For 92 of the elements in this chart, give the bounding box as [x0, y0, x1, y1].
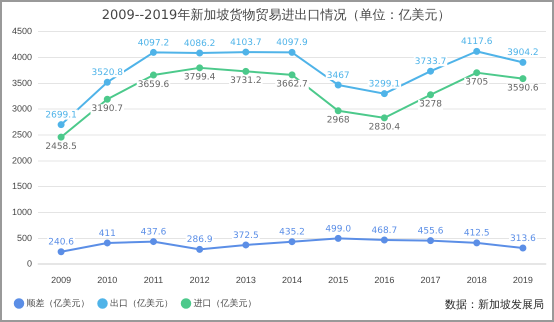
- x-tick-label: 2015: [328, 275, 348, 286]
- data-label: 313.6: [510, 234, 536, 244]
- point: [242, 48, 250, 56]
- legend-label: 进口（亿美元）: [194, 298, 256, 308]
- data-label: 3731.2: [230, 76, 262, 86]
- x-tick-label: 2009: [51, 275, 72, 286]
- y-tick-label: 500: [16, 232, 32, 243]
- point: [334, 234, 342, 242]
- data-label: 3190.7: [92, 104, 124, 114]
- point: [519, 58, 526, 66]
- point: [380, 236, 388, 244]
- data-label: 3278: [419, 100, 442, 110]
- point: [150, 72, 157, 79]
- data-label: 3904.2: [507, 48, 539, 58]
- data-label: 3705: [465, 78, 488, 88]
- point: [334, 81, 342, 88]
- y-tick-label: 0: [27, 258, 32, 269]
- data-label: 468.7: [371, 226, 398, 236]
- point: [427, 91, 434, 98]
- y-tick-label: 3500: [12, 78, 32, 88]
- y-tick-label: 1500: [12, 181, 32, 192]
- point: [380, 114, 388, 122]
- point: [288, 71, 296, 78]
- data-label: 3299.1: [368, 80, 400, 90]
- point: [58, 121, 65, 128]
- point: [473, 239, 480, 246]
- point: [427, 68, 434, 75]
- data-label: 3799.4: [184, 72, 216, 83]
- data-label: 2458.5: [45, 142, 77, 152]
- point: [473, 48, 480, 55]
- point: [427, 237, 434, 244]
- data-label: 412.5: [464, 228, 490, 239]
- data-label: 4117.6: [460, 37, 493, 48]
- data-label: 372.5: [232, 230, 259, 241]
- x-tick-label: 2010: [97, 275, 118, 286]
- point: [58, 134, 65, 141]
- point: [519, 75, 526, 82]
- point: [104, 78, 111, 86]
- y-tick-label: 4500: [12, 26, 32, 36]
- data-label: 4103.7: [230, 38, 262, 48]
- x-tick-label: 2013: [236, 275, 256, 286]
- data-label: 3662.7: [276, 80, 308, 90]
- point: [334, 107, 342, 114]
- point: [150, 238, 157, 246]
- x-tick-label: 2017: [420, 275, 441, 286]
- data-label: 4086.2: [184, 38, 216, 49]
- data-label: 3467: [326, 70, 350, 81]
- point: [380, 90, 388, 98]
- text: 数据：新加坡发展局: [445, 297, 544, 312]
- point: [288, 238, 296, 246]
- y-tick-label: 2500: [12, 129, 32, 140]
- data-label: 4097.9: [276, 38, 308, 48]
- point: [288, 48, 296, 56]
- point: [519, 244, 526, 252]
- point: [104, 96, 111, 103]
- point: [196, 64, 204, 72]
- data-label: 3590.6: [507, 83, 539, 94]
- data-label: 240.6: [48, 238, 74, 248]
- data-label: 3659.6: [138, 80, 170, 90]
- x-tick-label: 2019: [512, 275, 533, 286]
- point: [196, 246, 204, 253]
- point: [104, 239, 111, 246]
- legend-label: 顺差（亿美元）: [26, 298, 90, 308]
- y-tick-label: 4000: [12, 52, 32, 62]
- data-label: 411: [98, 228, 116, 239]
- y-tick-label: 1000: [12, 206, 32, 217]
- x-tick-label: 2011: [144, 275, 164, 286]
- data-label: 455.6: [418, 226, 444, 236]
- point: [58, 248, 65, 256]
- x-tick-label: 2016: [374, 275, 394, 286]
- x-tick-label: 2014: [282, 275, 302, 286]
- data-label: 2830.4: [368, 122, 400, 133]
- data-label: 435.2: [279, 228, 305, 238]
- data-label: 2968: [326, 116, 350, 126]
- x-tick-label: 2012: [190, 275, 210, 286]
- point: [242, 68, 250, 75]
- data-label: 3520.8: [92, 68, 124, 78]
- data-label: 2699.1: [45, 110, 77, 121]
- data-label: 499.0: [325, 224, 352, 234]
- chart-title: 2009--2019年新加坡货物贸易进出口情况（单位：亿美元）: [102, 7, 450, 24]
- point: [196, 49, 204, 56]
- x-tick-label: 2018: [466, 275, 487, 286]
- legend-label: 出口（亿美元）: [110, 298, 173, 308]
- y-tick-label: 2000: [12, 155, 32, 166]
- data-label: 286.9: [186, 235, 213, 246]
- data-label: 3733.7: [414, 57, 446, 68]
- point: [150, 48, 157, 56]
- y-tick-label: 3000: [12, 104, 32, 114]
- point: [473, 69, 480, 76]
- point: [242, 241, 250, 248]
- data-label: 437.6: [140, 227, 167, 238]
- data-label: 4097.2: [138, 38, 170, 48]
